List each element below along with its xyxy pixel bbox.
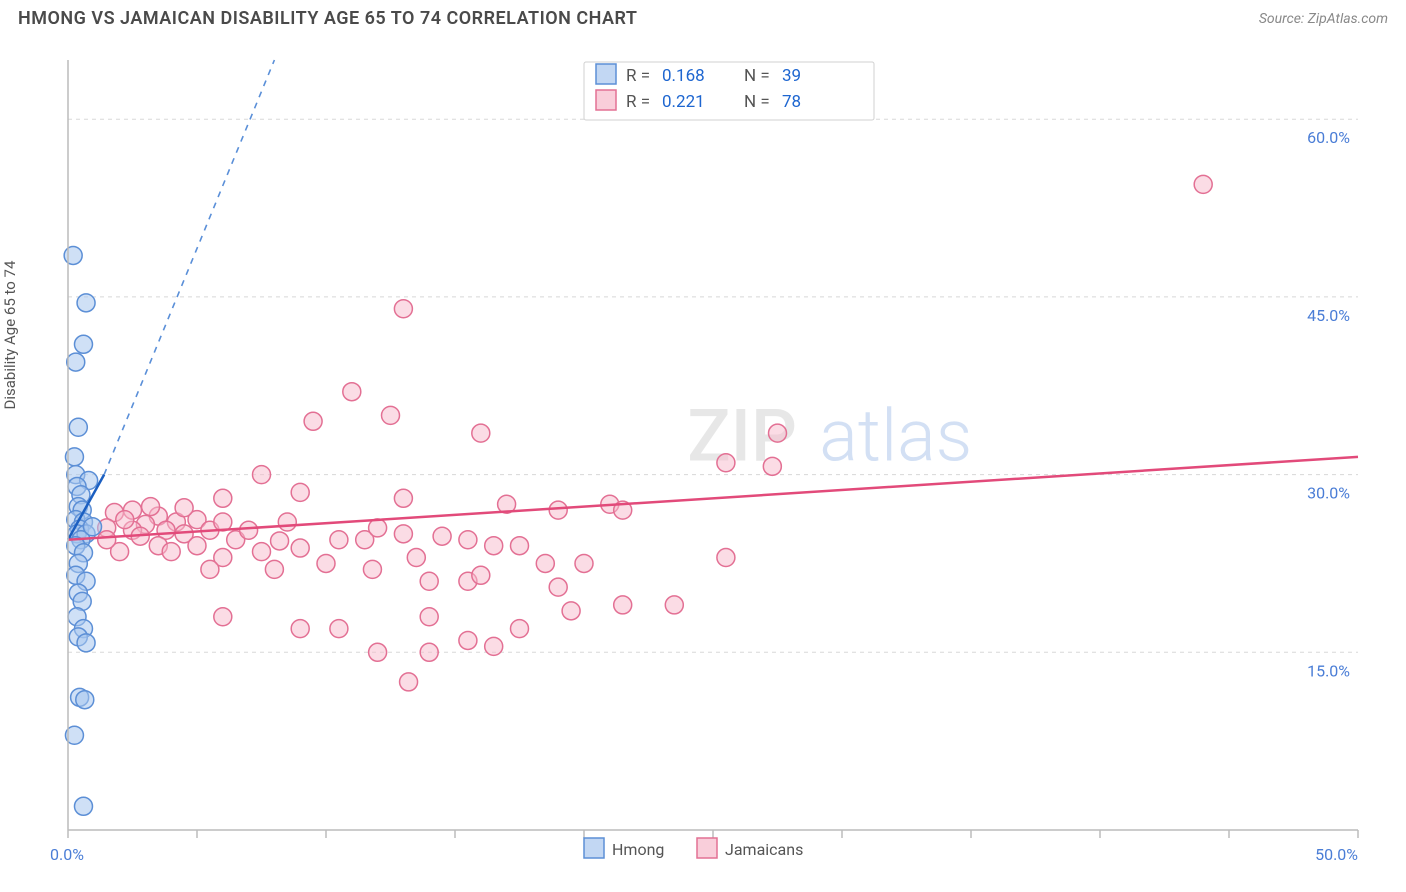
data-point (420, 608, 438, 626)
chart-title: HMONG VS JAMAICAN DISABILITY AGE 65 TO 7… (18, 8, 637, 29)
data-point (253, 466, 271, 484)
data-point (1194, 175, 1212, 193)
y-tick-label: 45.0% (1307, 306, 1350, 325)
data-point (304, 412, 322, 430)
legend-r-value: 0.168 (662, 66, 705, 86)
data-point (291, 483, 309, 501)
legend-swatch (596, 64, 616, 84)
data-point (74, 335, 92, 353)
chart-container: Disability Age 65 to 74 15.0%30.0%45.0%6… (18, 40, 1388, 880)
data-point (394, 525, 412, 543)
legend-series-label: Jamaicans (725, 840, 803, 859)
data-point (77, 294, 95, 312)
data-point (116, 511, 134, 529)
legend-n-label: N = (744, 66, 770, 86)
data-point (575, 554, 593, 572)
data-point (394, 300, 412, 318)
data-point (459, 631, 477, 649)
data-point (271, 532, 289, 550)
legend-swatch (596, 90, 616, 110)
y-tick-label: 60.0% (1307, 128, 1350, 147)
data-point (214, 608, 232, 626)
data-point (769, 424, 787, 442)
data-point (76, 691, 94, 709)
data-point (472, 424, 490, 442)
data-point (420, 572, 438, 590)
y-axis-label: Disability Age 65 to 74 (1, 261, 19, 410)
watermark: atlas (819, 393, 972, 478)
data-point (69, 418, 87, 436)
data-point (511, 537, 529, 555)
data-point (67, 353, 85, 371)
data-point (77, 634, 95, 652)
data-point (291, 620, 309, 638)
y-tick-label: 30.0% (1307, 484, 1350, 503)
data-point (253, 543, 271, 561)
data-point (98, 531, 116, 549)
data-point (549, 501, 567, 519)
data-point (175, 499, 193, 517)
x-tick-label: 50.0% (1315, 845, 1358, 864)
data-point (265, 560, 283, 578)
data-point (382, 406, 400, 424)
data-point (717, 549, 735, 567)
legend-series-label: Hmong (612, 840, 664, 859)
data-point (433, 527, 451, 545)
data-point (291, 539, 309, 557)
data-point (64, 246, 82, 264)
data-point (485, 537, 503, 555)
chart-source: Source: ZipAtlas.com (1259, 11, 1388, 27)
data-point (511, 620, 529, 638)
legend-n-value: 78 (782, 92, 801, 112)
data-point (330, 620, 348, 638)
data-point (369, 643, 387, 661)
data-point (485, 637, 503, 655)
data-point (188, 537, 206, 555)
legend-swatch (697, 838, 717, 858)
data-point (400, 673, 418, 691)
legend-r-label: R = (626, 66, 650, 86)
data-point (763, 457, 781, 475)
y-tick-label: 15.0% (1307, 661, 1350, 680)
data-point (330, 531, 348, 549)
data-point (240, 521, 258, 539)
data-point (84, 518, 102, 536)
data-point (317, 554, 335, 572)
legend-n-value: 39 (782, 66, 801, 86)
data-point (536, 554, 554, 572)
data-point (459, 531, 477, 549)
data-point (562, 602, 580, 620)
data-point (278, 513, 296, 531)
legend-n-label: N = (744, 92, 770, 112)
data-point (665, 596, 683, 614)
data-point (717, 454, 735, 472)
legend-r-value: 0.221 (662, 92, 705, 112)
data-point (214, 489, 232, 507)
scatter-chart: 15.0%30.0%45.0%60.0%ZIPatlas0.0%50.0%R =… (18, 40, 1388, 880)
data-point (394, 489, 412, 507)
chart-header: HMONG VS JAMAICAN DISABILITY AGE 65 TO 7… (0, 0, 1406, 33)
data-point (407, 549, 425, 567)
x-tick-label: 0.0% (50, 845, 84, 864)
data-point (472, 566, 490, 584)
legend-swatch (584, 838, 604, 858)
data-point (142, 498, 160, 516)
data-point (549, 578, 567, 596)
data-point (363, 560, 381, 578)
data-point (369, 519, 387, 537)
data-point (420, 643, 438, 661)
legend-r-label: R = (626, 92, 650, 112)
data-point (343, 383, 361, 401)
data-point (201, 560, 219, 578)
data-point (614, 596, 632, 614)
data-point (162, 543, 180, 561)
data-point (74, 797, 92, 815)
